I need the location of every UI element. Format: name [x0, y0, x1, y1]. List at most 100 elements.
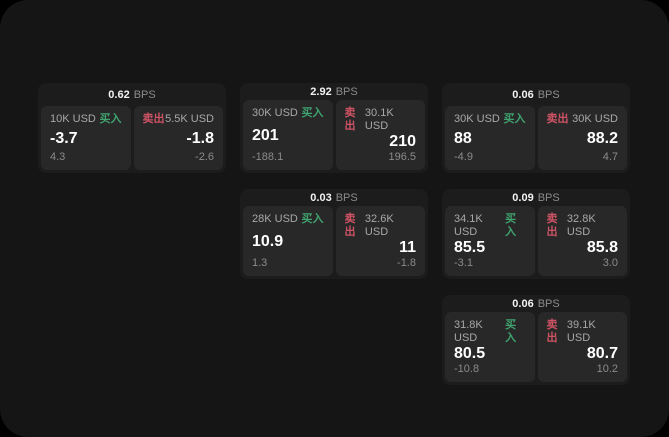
sell-panel-top: 卖出 32.8K USD [547, 213, 619, 239]
sell-tag: 卖出 [344, 107, 356, 132]
sell-panel-top: 卖出 5.5K USD [143, 113, 215, 126]
buy-panel[interactable]: 28K USD 买入 10.9 1.3 [243, 206, 333, 276]
card-header: 0.06 BPS [445, 295, 627, 312]
sell-size-label: 30K USD [572, 113, 618, 125]
sell-price: 11 [399, 239, 416, 256]
buy-tag: 买入 [301, 213, 324, 225]
sell-size-label: 30.1K USD [364, 107, 394, 132]
sell-tag: 卖出 [546, 213, 558, 238]
quote-card: 0.09 BPS 34.1K USD 买入 85.5 -3.1 卖出 32.8K… [442, 189, 630, 279]
sell-panel-top: 卖出 30K USD [547, 113, 619, 126]
bps-value: 0.03 [310, 191, 332, 204]
sell-size-label: 32.6K USD [364, 213, 394, 238]
sell-price: 80.7 [586, 345, 618, 362]
sell-panel[interactable]: 卖出 32.8K USD 85.8 3.0 [537, 206, 627, 276]
buy-price: 201 [252, 126, 279, 144]
buy-panel-top: 10K USD 买入 [50, 113, 122, 126]
sell-panel[interactable]: 卖出 30K USD 88.2 4.7 [537, 106, 627, 170]
buy-panel[interactable]: 31.8K USD 买入 80.5 -10.8 [445, 312, 535, 382]
bps-value: 0.09 [512, 191, 534, 204]
buy-price: 80.5 [454, 345, 486, 362]
buy-delta: -10.8 [454, 363, 480, 375]
buy-tag: 买入 [505, 319, 517, 344]
sell-price: 88.2 [586, 129, 618, 147]
quote-card: 2.92 BPS 30K USD 买入 201 -188.1 卖出 30.1K … [240, 83, 428, 173]
buy-panel-top: 30K USD 买入 [252, 107, 324, 120]
sell-panel[interactable]: 卖出 30.1K USD 210 196.5 [335, 100, 425, 170]
card-header: 0.62 BPS [41, 83, 223, 106]
sell-panel-top: 卖出 30.1K USD [345, 107, 417, 133]
buy-panel-top: 28K USD 买入 [252, 213, 324, 226]
sell-delta: 3.0 [602, 257, 618, 269]
sell-panel-top: 卖出 32.6K USD [345, 213, 417, 239]
bps-suffix-label: BPS [537, 88, 560, 101]
sell-price: -1.8 [186, 129, 214, 147]
buy-tag: 买入 [301, 107, 324, 119]
bps-suffix-label: BPS [335, 191, 358, 204]
quote-card: 0.06 BPS 31.8K USD 买入 80.5 -10.8 卖出 39.1… [442, 295, 630, 385]
buy-panel[interactable]: 34.1K USD 买入 85.5 -3.1 [445, 206, 535, 276]
buy-tag: 买入 [503, 113, 526, 125]
card-header: 0.06 BPS [445, 83, 627, 106]
buy-panel[interactable]: 10K USD 买入 -3.7 4.3 [41, 106, 131, 170]
sell-tag: 卖出 [546, 113, 569, 125]
sell-price: 85.8 [586, 239, 618, 256]
buy-panel[interactable]: 30K USD 买入 201 -188.1 [243, 100, 333, 170]
sell-panel[interactable]: 卖出 5.5K USD -1.8 -2.6 [133, 106, 223, 170]
bps-value: 0.06 [512, 88, 534, 101]
buy-panel-top: 30K USD 买入 [454, 113, 526, 126]
sell-delta: 10.2 [596, 363, 618, 375]
bps-value: 2.92 [310, 85, 332, 98]
bps-value: 0.06 [512, 297, 534, 310]
buy-sell-panels: 30K USD 买入 201 -188.1 卖出 30.1K USD 210 1… [243, 100, 425, 170]
quote-card: 0.62 BPS 10K USD 买入 -3.7 4.3 卖出 5.5K USD [38, 83, 226, 173]
buy-panel-top: 34.1K USD 买入 [454, 213, 526, 239]
buy-delta: -188.1 [252, 151, 284, 163]
quote-card: 0.03 BPS 28K USD 买入 10.9 1.3 卖出 32.6K US… [240, 189, 428, 279]
sell-panel[interactable]: 卖出 32.6K USD 11 -1.8 [335, 206, 425, 276]
buy-size-label: 10K USD [50, 113, 96, 125]
buy-delta: -3.1 [454, 257, 473, 269]
buy-sell-panels: 30K USD 买入 88 -4.9 卖出 30K USD 88.2 4.7 [445, 106, 627, 170]
buy-size-label: 34.1K USD [454, 213, 483, 238]
buy-size-label: 30K USD [454, 113, 500, 125]
sell-size-label: 39.1K USD [566, 319, 596, 344]
bps-suffix-label: BPS [133, 88, 156, 101]
bps-suffix-label: BPS [537, 191, 560, 204]
sell-panel-top: 卖出 39.1K USD [547, 319, 619, 345]
buy-size-label: 31.8K USD [454, 319, 483, 344]
buy-tag: 买入 [505, 213, 517, 238]
sell-delta: -2.6 [195, 151, 214, 163]
card-header: 2.92 BPS [243, 83, 425, 100]
buy-size-label: 30K USD [252, 107, 298, 119]
sell-size-label: 5.5K USD [165, 113, 214, 125]
sell-panel[interactable]: 卖出 39.1K USD 80.7 10.2 [537, 312, 627, 382]
buy-sell-panels: 28K USD 买入 10.9 1.3 卖出 32.6K USD 11 -1.8 [243, 206, 425, 276]
buy-delta: -4.9 [454, 151, 473, 163]
buy-price: -3.7 [50, 129, 78, 147]
buy-delta: 1.3 [252, 257, 268, 269]
buy-sell-panels: 10K USD 买入 -3.7 4.3 卖出 5.5K USD -1.8 -2.… [41, 106, 223, 170]
sell-tag: 卖出 [344, 213, 356, 238]
buy-panel[interactable]: 30K USD 买入 88 -4.9 [445, 106, 535, 170]
buy-price: 88 [454, 129, 472, 147]
buy-size-label: 28K USD [252, 213, 298, 225]
sell-size-label: 32.8K USD [566, 213, 596, 238]
sell-tag: 卖出 [546, 319, 558, 344]
bps-value: 0.62 [108, 88, 130, 101]
bps-suffix-label: BPS [335, 85, 358, 98]
buy-tag: 买入 [99, 113, 122, 125]
sell-delta: 196.5 [388, 151, 416, 163]
bps-suffix-label: BPS [537, 297, 560, 310]
sell-tag: 卖出 [142, 113, 165, 125]
card-header: 0.03 BPS [243, 189, 425, 206]
sell-delta: -1.8 [397, 257, 416, 269]
buy-price: 10.9 [252, 232, 284, 250]
buy-panel-top: 31.8K USD 买入 [454, 319, 526, 345]
buy-delta: 4.3 [50, 151, 66, 163]
quote-card-grid: 0.62 BPS 10K USD 买入 -3.7 4.3 卖出 5.5K USD [38, 83, 630, 385]
sell-delta: 4.7 [602, 151, 618, 163]
buy-sell-panels: 31.8K USD 买入 80.5 -10.8 卖出 39.1K USD 80.… [445, 312, 627, 382]
buy-sell-panels: 34.1K USD 买入 85.5 -3.1 卖出 32.8K USD 85.8… [445, 206, 627, 276]
